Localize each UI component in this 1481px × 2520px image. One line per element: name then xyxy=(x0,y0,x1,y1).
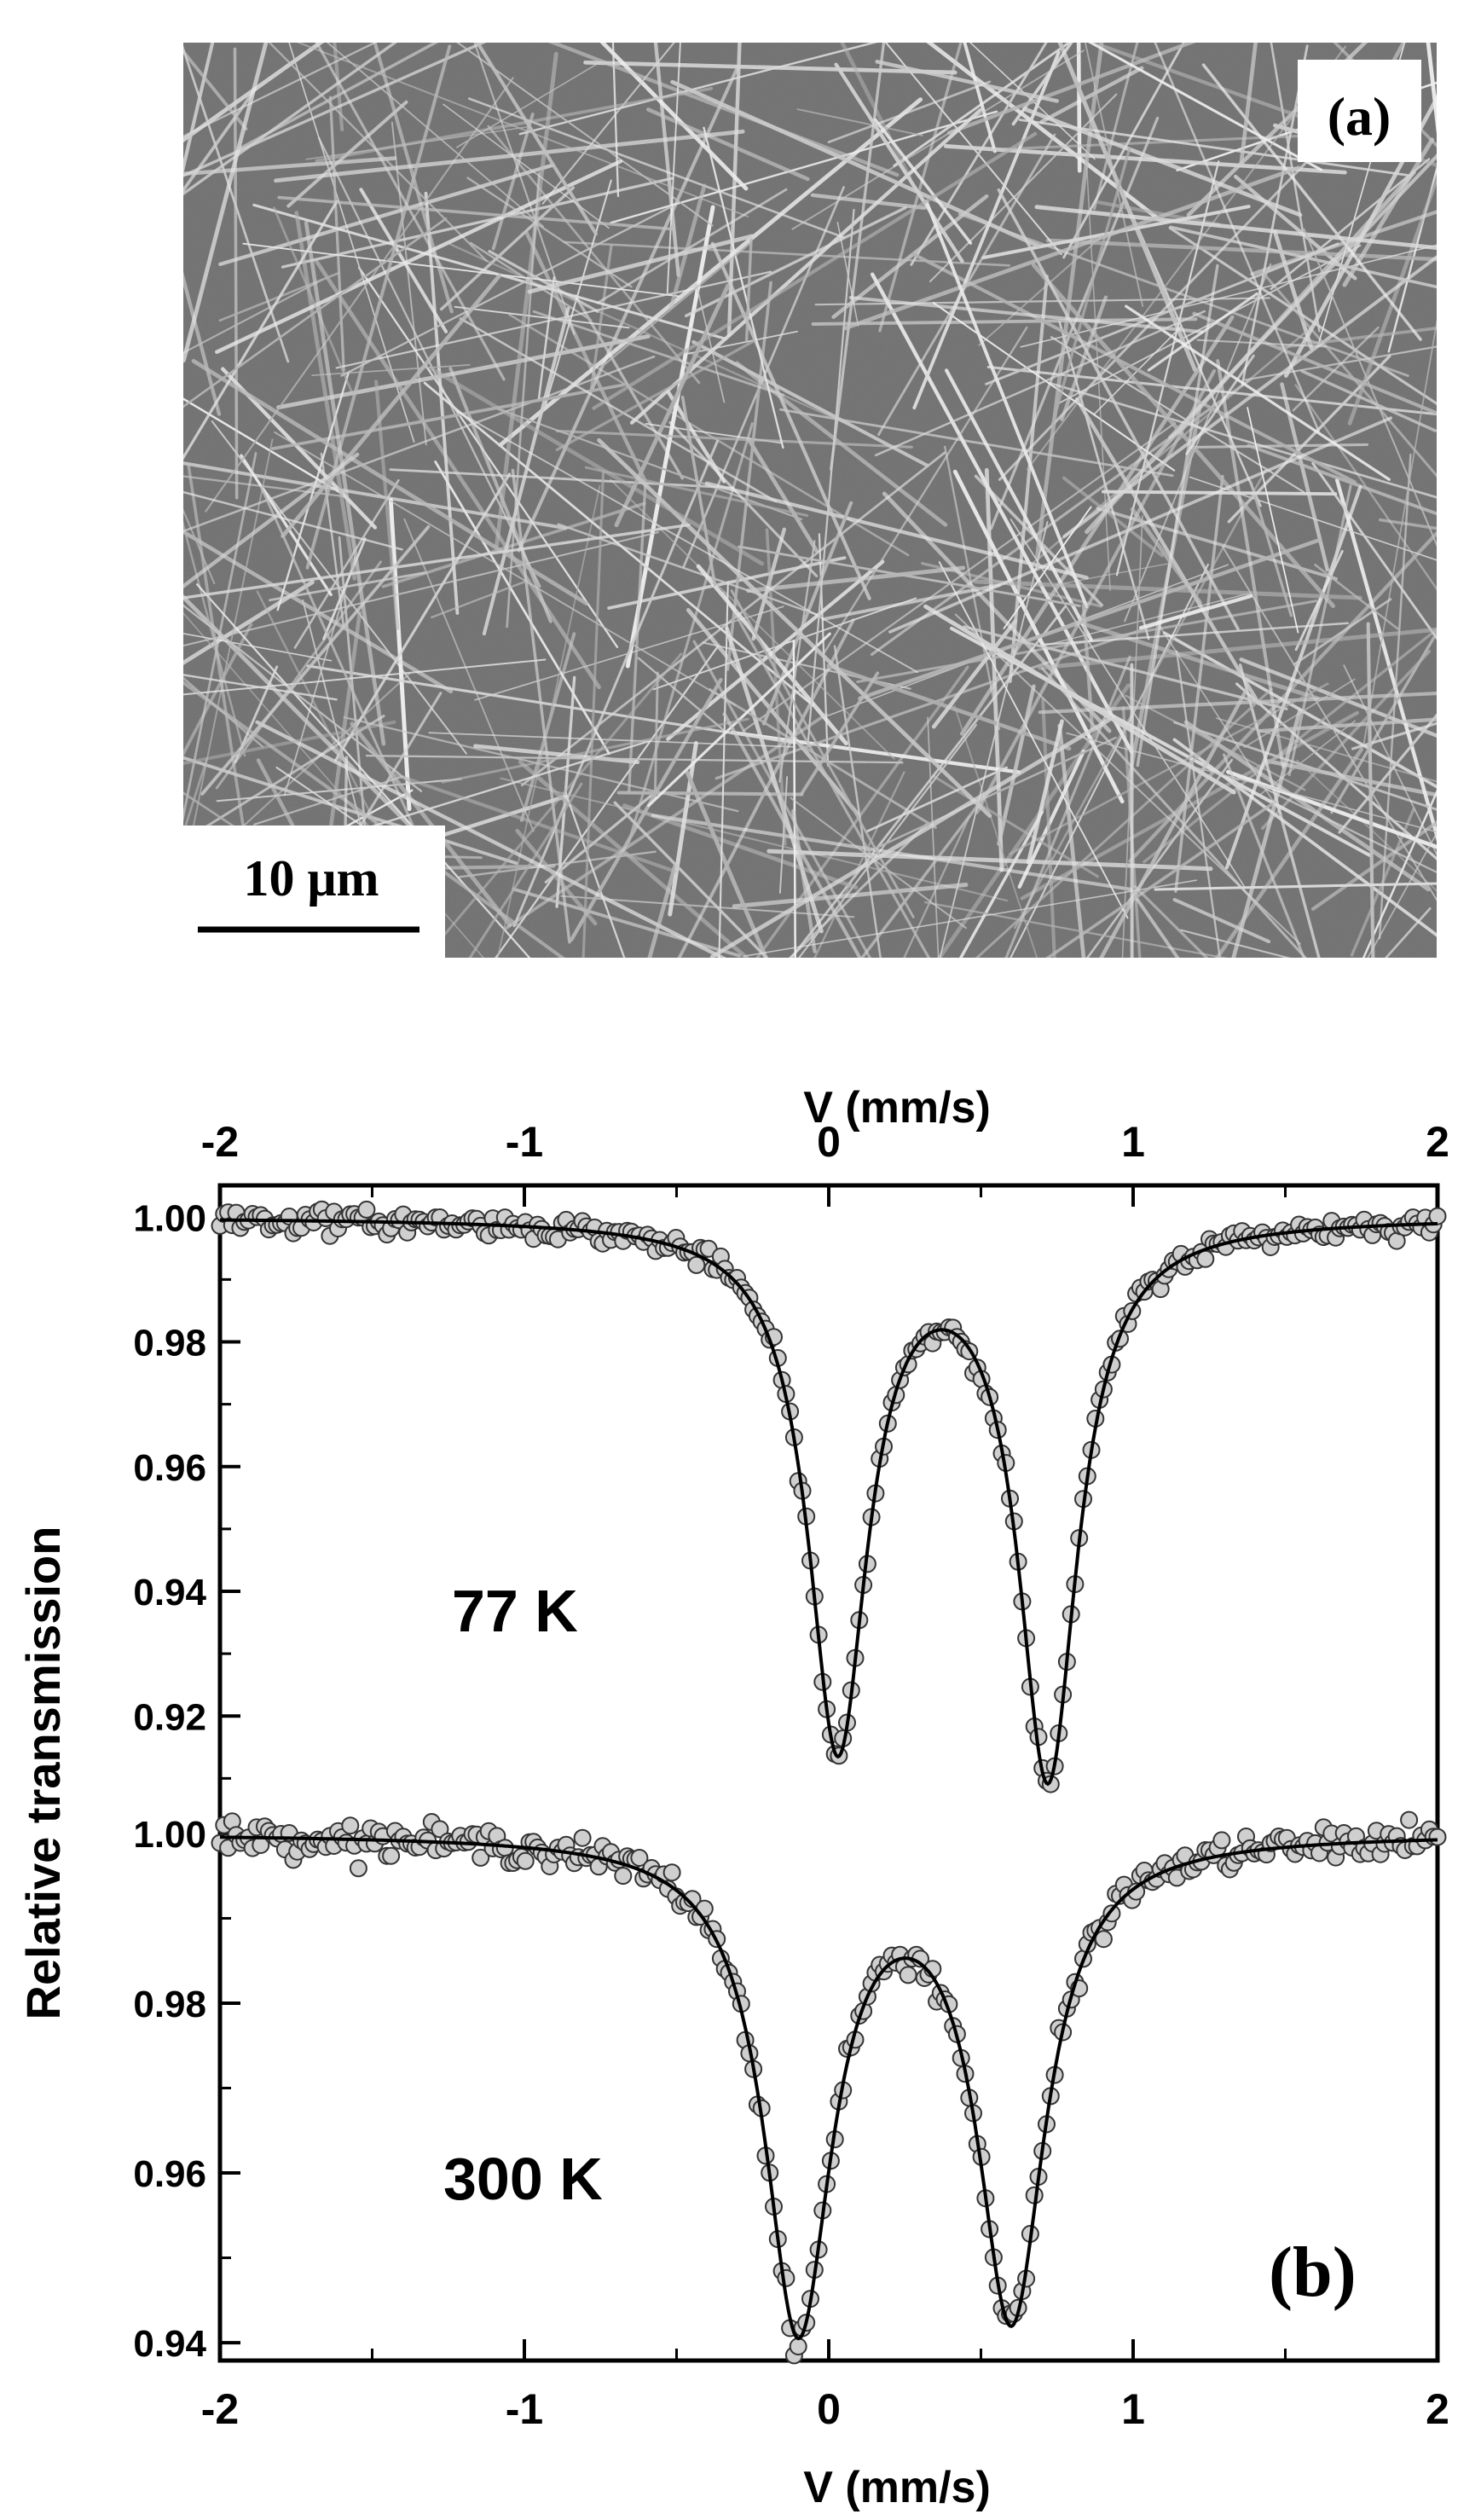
y-ticks-77k: 1.00 0.98 0.96 0.94 0.92 xyxy=(133,1197,240,1780)
bottom-x-tick-label: -2 xyxy=(201,2385,239,2433)
fit-curve xyxy=(220,1835,1438,2341)
sem-noise xyxy=(183,43,1437,958)
series-300k xyxy=(211,1810,1447,2365)
data-point xyxy=(687,1255,706,1274)
top-x-tick-label: -1 xyxy=(506,1118,543,1166)
data-point xyxy=(382,1846,401,1865)
data-point xyxy=(614,1867,633,1886)
panel-a: (a) 10 μm xyxy=(183,43,1437,958)
data-point xyxy=(431,1820,449,1839)
data-point xyxy=(899,1966,917,1984)
data-point xyxy=(516,1851,535,1870)
top-x-tick-label: 0 xyxy=(817,1118,841,1166)
y-axis-label: Relative transmission xyxy=(16,1526,70,2020)
data-point xyxy=(630,1849,649,1867)
panel-b: V (mm/s) V (mm/s) Relative transmission … xyxy=(16,1083,1449,2512)
data-point xyxy=(1400,1810,1419,1829)
bottom-x-tick-label: 1 xyxy=(1121,2385,1145,2433)
scale-bar-box xyxy=(183,826,445,958)
data-point xyxy=(1212,1831,1231,1850)
data-point xyxy=(1094,1930,1113,1949)
data-point xyxy=(349,1859,367,1878)
fit-curve xyxy=(220,1218,1438,1787)
data-point xyxy=(777,2268,795,2287)
data-point xyxy=(341,1816,360,1835)
top-x-tick-label: 2 xyxy=(1426,1118,1449,1166)
y-tick-label: 1.00 xyxy=(133,1197,206,1239)
bottom-x-axis-label: V (mm/s) xyxy=(803,2463,991,2512)
data-point xyxy=(789,2338,807,2355)
y-tick-label: 0.96 xyxy=(133,1447,206,1489)
data-point xyxy=(1428,1828,1447,1846)
bottom-x-ticks: -2 -1 0 1 2 xyxy=(201,2339,1449,2433)
bottom-x-tick-label: 2 xyxy=(1426,2385,1449,2433)
bottom-x-tick-label: -1 xyxy=(506,2385,543,2433)
data-point xyxy=(471,1848,490,1867)
bottom-x-tick-label: 0 xyxy=(817,2385,841,2433)
y-tick-label: 0.98 xyxy=(133,1323,206,1364)
top-x-tick-label: 1 xyxy=(1121,1118,1145,1166)
y-tick-label: 0.94 xyxy=(133,2323,206,2365)
data-point xyxy=(662,1863,681,1882)
panel-a-label-box xyxy=(1298,60,1421,162)
top-x-tick-label: -2 xyxy=(201,1118,239,1166)
panel-b-label: (b) xyxy=(1269,2233,1357,2312)
top-x-ticks: -2 -1 0 1 2 xyxy=(201,1118,1449,1207)
data-point xyxy=(573,1828,592,1847)
annotation-300k: 300 K xyxy=(443,2146,603,2212)
y-ticks-300k: 1.00 0.98 0.96 0.94 xyxy=(133,1814,240,2365)
y-tick-label: 1.00 xyxy=(133,1814,206,1856)
y-tick-label: 0.96 xyxy=(133,2153,206,2195)
y-tick-label: 0.98 xyxy=(133,1984,206,2025)
panel-a-label: (a) xyxy=(1328,86,1391,147)
scale-bar-label: 10 μm xyxy=(244,850,379,907)
top-x-axis-label: V (mm/s) xyxy=(803,1083,991,1133)
data-point xyxy=(1428,1207,1447,1225)
data-point xyxy=(357,1200,376,1219)
y-tick-label: 0.92 xyxy=(133,1696,206,1738)
y-tick-label: 0.94 xyxy=(133,1572,206,1613)
annotation-77k: 77 K xyxy=(452,1578,578,1644)
series-77k xyxy=(211,1200,1447,1793)
